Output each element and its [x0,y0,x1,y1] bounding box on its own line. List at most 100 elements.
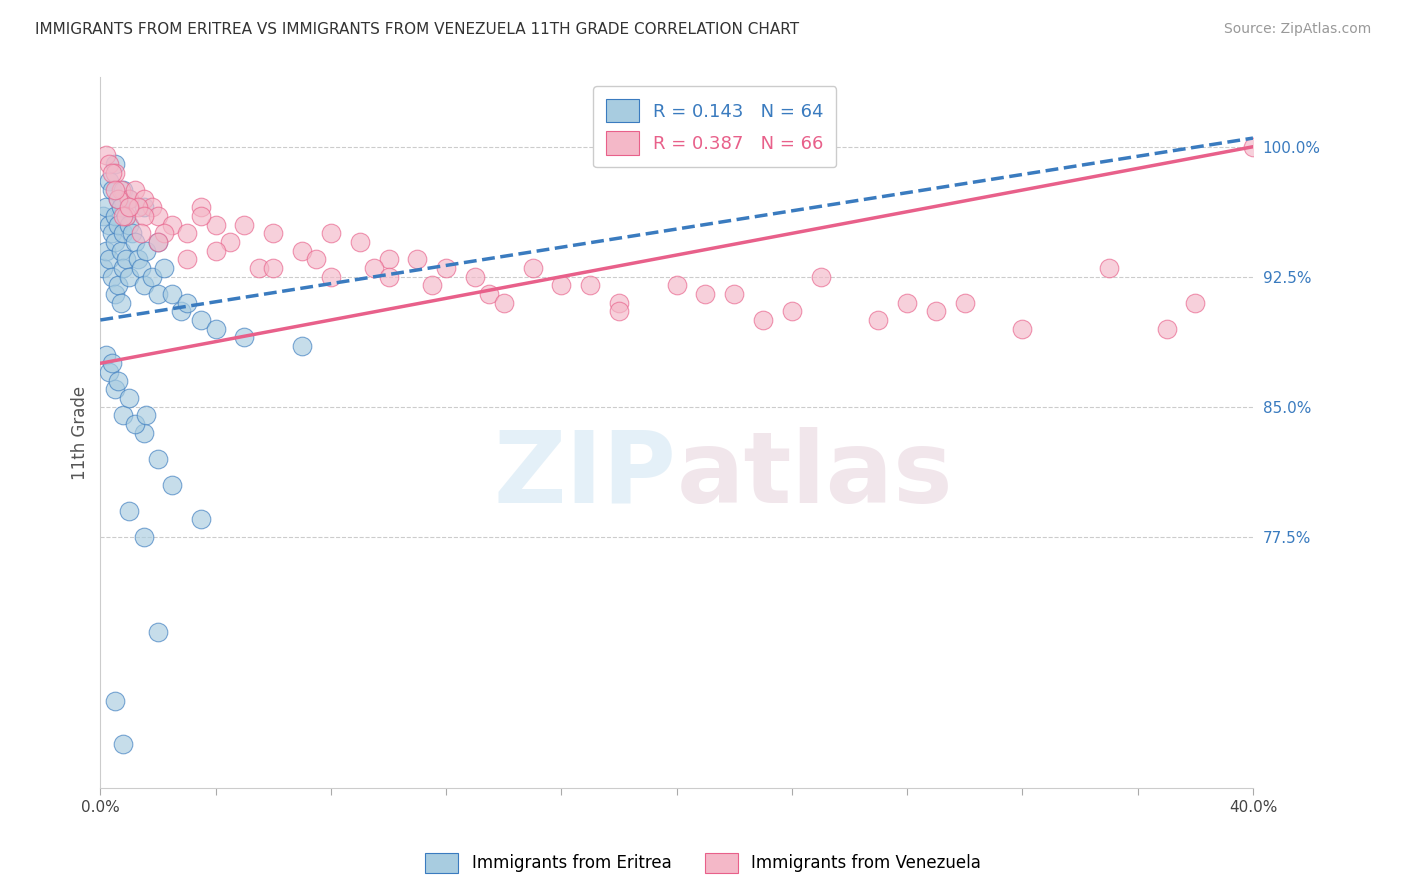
Point [190,209,212,223]
Point [101,269,124,284]
Point [665,278,688,293]
Point [478,287,501,301]
Point [723,287,745,301]
Point [104,183,127,197]
Point [233,218,256,232]
Point [132,209,155,223]
Point [146,235,169,249]
Point [104,694,127,708]
Point [363,260,385,275]
Point [110,295,132,310]
Point [107,374,129,388]
Point [162,218,184,232]
Point [233,330,256,344]
Point [190,200,212,214]
Point [104,235,127,249]
Point [118,218,141,232]
Point [132,192,155,206]
Point [101,183,124,197]
Point [127,252,149,267]
Point [98,365,121,379]
Point [127,200,149,214]
Point [115,209,138,223]
Point [118,391,141,405]
Point [146,287,169,301]
Point [550,278,572,293]
Point [121,227,143,241]
Point [377,269,399,284]
Point [112,209,135,223]
Point [98,252,121,267]
Point [112,183,135,197]
Point [107,278,129,293]
Point [522,260,544,275]
Point [176,252,198,267]
Point [607,295,630,310]
Point [406,252,429,267]
Point [219,235,242,249]
Point [132,425,155,440]
Point [319,227,342,241]
Point [98,174,121,188]
Point [492,295,515,310]
Legend: R = 0.143   N = 64, R = 0.387   N = 66: R = 0.143 N = 64, R = 0.387 N = 66 [593,87,837,167]
Point [94,244,117,258]
Point [124,183,146,197]
Point [170,304,193,318]
Point [129,227,152,241]
Point [176,295,198,310]
Legend: Immigrants from Eritrea, Immigrants from Venezuela: Immigrants from Eritrea, Immigrants from… [418,847,988,880]
Point [190,313,212,327]
Point [146,624,169,639]
Point [98,157,121,171]
Text: ZIP: ZIP [494,426,676,524]
Point [141,200,163,214]
Point [1098,260,1121,275]
Point [115,209,138,223]
Text: Source: ZipAtlas.com: Source: ZipAtlas.com [1223,22,1371,37]
Point [94,200,117,214]
Point [112,260,135,275]
Point [162,287,184,301]
Point [101,166,124,180]
Text: IMMIGRANTS FROM ERITREA VS IMMIGRANTS FROM VENEZUELA 11TH GRADE CORRELATION CHAR: IMMIGRANTS FROM ERITREA VS IMMIGRANTS FR… [35,22,799,37]
Point [101,227,124,241]
Point [607,304,630,318]
Point [91,260,114,275]
Point [94,148,117,162]
Point [176,227,198,241]
Point [104,287,127,301]
Point [118,192,141,206]
Point [262,227,284,241]
Point [420,278,443,293]
Point [132,278,155,293]
Point [204,321,226,335]
Point [129,260,152,275]
Point [107,192,129,206]
Point [110,183,132,197]
Point [780,304,803,318]
Point [810,269,832,284]
Point [112,409,135,423]
Text: atlas: atlas [676,426,953,524]
Point [115,252,138,267]
Point [190,512,212,526]
Point [98,218,121,232]
Point [1156,321,1178,335]
Point [146,209,169,223]
Point [124,417,146,431]
Point [152,227,174,241]
Point [1241,140,1264,154]
Point [695,287,717,301]
Point [112,738,135,752]
Point [104,166,127,180]
Point [135,244,157,258]
Point [146,235,169,249]
Point [319,269,342,284]
Point [247,260,270,275]
Point [925,304,948,318]
Point [135,409,157,423]
Point [291,339,314,353]
Point [112,227,135,241]
Point [579,278,602,293]
